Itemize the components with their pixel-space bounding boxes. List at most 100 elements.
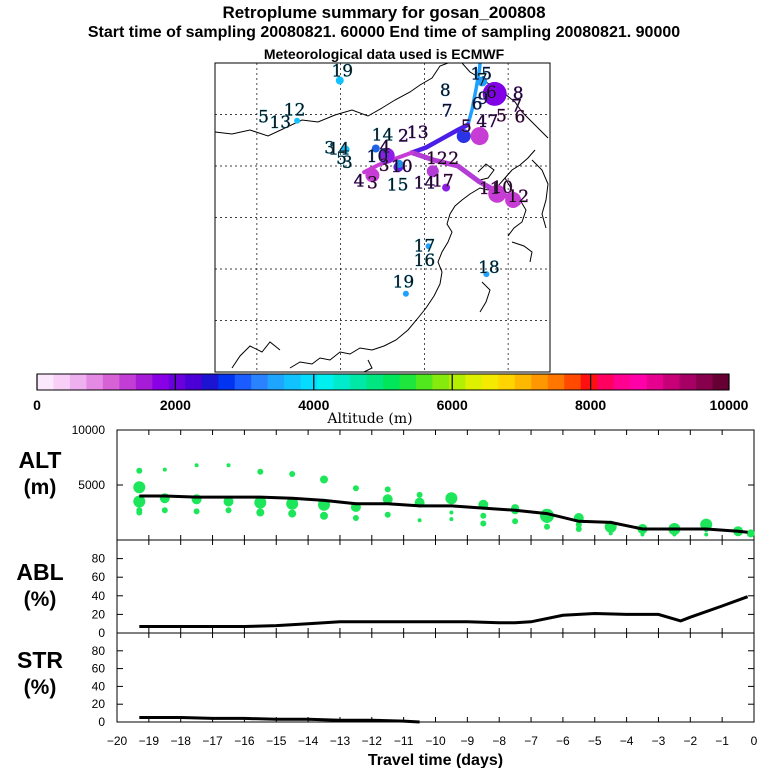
colorbar-cell [284, 374, 302, 390]
xtick-label: −16 [234, 734, 255, 748]
plume-label: 8 [440, 81, 451, 101]
plume-label: 5 [496, 107, 507, 127]
plume-label: 2 [448, 149, 459, 169]
alt-data-point [480, 520, 487, 527]
plume-label: 12 [507, 187, 529, 207]
xaxis-label: Travel time (days) [368, 752, 503, 768]
colorbar-cell [383, 374, 400, 390]
alt-data-point [608, 531, 613, 536]
map-frame [214, 62, 551, 373]
plume-circle [371, 144, 380, 153]
abl-panel: ABL (%) 0 20 40 60 80 [16, 539, 755, 640]
plume-label: 7 [511, 96, 522, 116]
ytick-label: 60 [92, 662, 106, 676]
alt-data-point [352, 485, 359, 492]
colorbar-cell [317, 374, 334, 390]
plume-label: 14 [372, 125, 394, 145]
plume-label: 3 [367, 174, 378, 194]
alt-data-point [746, 529, 755, 538]
colorbar-cell [613, 374, 631, 390]
alt-data-point [225, 507, 232, 514]
ytick-label: 0 [98, 626, 105, 640]
plume-label: 3 [342, 153, 353, 173]
plume-circle [488, 184, 507, 203]
colorbar-tick-label: 10000 [710, 397, 749, 413]
colorbar-cell [679, 374, 697, 390]
plume-circle [294, 117, 301, 124]
map-coastline [504, 177, 527, 237]
panel-frame [116, 429, 755, 541]
colorbar-cell [498, 374, 516, 390]
alt-data-point [640, 532, 645, 537]
alt-data-point [480, 512, 487, 519]
xtick-label: −12 [362, 734, 383, 748]
map-coastline [477, 163, 495, 181]
alt-data-point [320, 511, 328, 520]
xtick-label: −5 [588, 734, 602, 748]
alt-data-point [286, 497, 299, 510]
str-line [139, 716, 420, 724]
plume-label: 7 [477, 71, 488, 91]
trajectory-line [466, 63, 482, 127]
met-data-note: Meteorological data used is ECMWF [263, 46, 505, 62]
plume-label: 15 [387, 176, 409, 196]
plume-circle [470, 127, 489, 146]
alt-data-point [352, 515, 359, 521]
plume-label: 6 [514, 108, 525, 128]
plume-label: 17 [414, 237, 436, 257]
plume-label: 10 [491, 178, 513, 198]
plume-label: 5 [336, 149, 347, 169]
alt-data-point [704, 532, 709, 537]
xtick-label: −20 [107, 734, 128, 748]
xtick-label: −7 [524, 734, 538, 748]
plume-label: 12 [426, 149, 448, 169]
alt-data-point [382, 494, 393, 505]
plume-circle [477, 76, 488, 87]
alt-data-point [133, 481, 146, 494]
map-coastline [363, 359, 373, 372]
map-coastline [531, 159, 549, 229]
alt-median-line [139, 494, 748, 534]
xtick-label: −19 [139, 734, 160, 748]
ytick-label: 80 [92, 644, 106, 658]
plume-circle [365, 168, 380, 183]
xtick-label: −6 [556, 734, 570, 748]
plume-label: 16 [414, 251, 436, 271]
plume-label: 11 [479, 179, 501, 199]
alt-data-point [288, 509, 297, 518]
xtick-label: −8 [492, 734, 506, 748]
xtick-label: −9 [461, 734, 475, 748]
colorbar-cell [185, 374, 203, 390]
alt-data-point [194, 463, 199, 468]
colorbar-cell [597, 374, 615, 390]
plume-label: 13 [269, 113, 291, 133]
plume-label: 19 [331, 61, 353, 81]
alt-data-point [512, 518, 519, 525]
alt-data-point [161, 507, 168, 514]
colorbar-cell [580, 374, 598, 390]
colorbar-cell [399, 374, 417, 390]
alt-data-point [254, 496, 267, 509]
chart-title: Retroplume summary for gosan_200808 [222, 3, 546, 22]
colorbar-cell [102, 374, 120, 390]
plume-circle [395, 159, 404, 168]
colorbar-tick-label: 6000 [437, 397, 468, 413]
alt-data-point [416, 491, 423, 498]
colorbar-cell [630, 374, 648, 390]
colorbar-cell [218, 374, 236, 390]
map-coastline [231, 341, 281, 369]
xtick-label: −4 [620, 734, 634, 748]
plume-label: 3 [324, 139, 335, 159]
plume-label: 5 [258, 108, 269, 128]
colorbar-cell [366, 374, 384, 390]
alt-data-point [575, 521, 582, 528]
xtick-label: −11 [394, 734, 414, 748]
colorbar-cell [432, 374, 450, 390]
colorbar-cell [201, 374, 219, 390]
plume-label: 3 [379, 156, 390, 176]
colorbar-cell [168, 374, 186, 390]
colorbar-cell [333, 374, 351, 390]
colorbar-cell [300, 374, 318, 390]
